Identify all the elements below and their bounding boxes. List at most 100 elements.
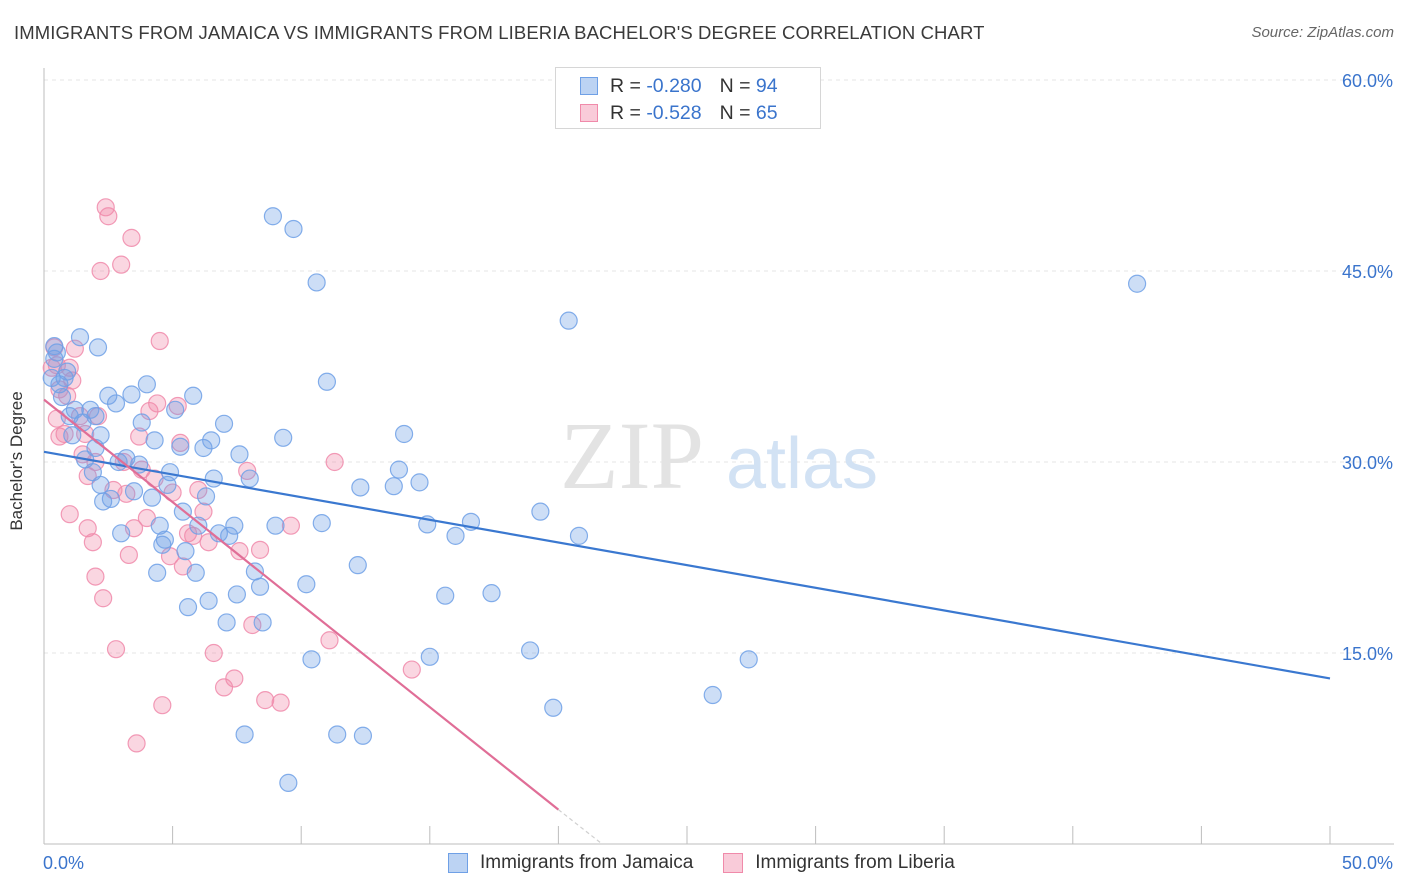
- jamaica-point: [99, 386, 118, 405]
- trendline-liberia: [43, 398, 560, 811]
- legend-row-jamaica: R = -0.280 N = 94: [580, 74, 778, 98]
- jamaica-point: [101, 489, 120, 509]
- liberia-point: [271, 693, 290, 712]
- watermark-zip: ZIP: [560, 402, 704, 509]
- jamaica-point: [410, 473, 429, 492]
- jamaica-point: [235, 725, 254, 744]
- legend-r-value-liberia: -0.528: [646, 101, 702, 124]
- liberia-point: [150, 331, 169, 351]
- jamaica-point: [186, 563, 205, 582]
- jamaica-point: [544, 698, 563, 717]
- liberia-point: [60, 505, 79, 524]
- liberia-point: [99, 207, 118, 226]
- jamaica-point: [166, 400, 185, 419]
- legend-swatch-jamaica: [580, 77, 598, 95]
- jamaica-point: [394, 424, 414, 444]
- jamaica-point: [230, 445, 249, 464]
- jamaica-point: [132, 413, 151, 432]
- liberia-point: [148, 394, 167, 413]
- liberia-point: [86, 567, 105, 586]
- jamaica-point: [521, 641, 540, 660]
- axes: [43, 68, 1394, 845]
- jamaica-point: [176, 542, 195, 561]
- y-axis-label: Bachelor's Degree: [7, 391, 26, 531]
- liberia-point: [153, 696, 172, 715]
- jamaica-point: [351, 478, 370, 497]
- legend-r-label: R =: [610, 74, 641, 97]
- legend-n-label: N =: [719, 74, 751, 97]
- liberia-point: [402, 660, 421, 679]
- trendline-jamaica: [43, 450, 1331, 680]
- jamaica-point: [703, 685, 722, 705]
- jamaica-point: [307, 273, 326, 292]
- jamaica-point: [250, 577, 270, 596]
- jamaica-point: [150, 516, 169, 535]
- jamaica-point: [279, 773, 298, 792]
- gridlines: [44, 79, 1394, 654]
- jamaica-point: [153, 535, 172, 554]
- jamaica-point: [328, 725, 347, 744]
- jamaica-point: [240, 469, 259, 488]
- legend-box: R = -0.280 N = 94 R = -0.528 N = 65: [555, 67, 821, 129]
- jamaica-point: [178, 598, 198, 617]
- bottom-legend-label-liberia: Immigrants from Liberia: [755, 852, 955, 873]
- jamaica-point: [214, 414, 234, 433]
- liberia-point: [325, 452, 344, 472]
- jamaica-point: [122, 385, 141, 404]
- legend-swatch-liberia: [580, 104, 598, 122]
- jamaica-point: [569, 526, 589, 545]
- jamaica-point: [739, 650, 758, 669]
- jamaica-point: [531, 502, 550, 521]
- jamaica-point: [420, 647, 439, 666]
- jamaica-point: [284, 219, 303, 239]
- bottom-legend-label-jamaica: Immigrants from Jamaica: [480, 852, 694, 873]
- liberia-point: [281, 516, 301, 535]
- bottom-legend-swatch-jamaica: [448, 853, 468, 873]
- liberia-point: [194, 502, 213, 521]
- liberia-point: [256, 691, 275, 710]
- jamaica-point: [148, 563, 167, 582]
- jamaica-point: [202, 431, 221, 450]
- liberia-point: [225, 669, 244, 688]
- liberia-point: [50, 427, 69, 446]
- jamaica-point: [436, 586, 455, 605]
- jamaica-point: [482, 584, 501, 603]
- jamaica-point: [142, 488, 162, 507]
- jamaica-point: [184, 386, 203, 405]
- jamaica-point: [155, 530, 174, 549]
- jamaica-point: [217, 613, 236, 632]
- liberia-point: [171, 433, 190, 452]
- trendlines: [43, 398, 1331, 845]
- jamaica-point: [1127, 274, 1147, 293]
- liberia-point: [94, 589, 113, 608]
- jamaica-point: [137, 375, 156, 394]
- jamaica-point: [194, 438, 213, 458]
- jamaica-point: [220, 526, 239, 545]
- jamaica-point: [58, 362, 77, 381]
- legend-n-value-jamaica: 94: [755, 74, 778, 97]
- legend-r-label: R =: [610, 101, 641, 124]
- liberia-point: [184, 526, 203, 545]
- liberia-point: [55, 424, 74, 444]
- jamaica-point: [106, 394, 126, 413]
- jamaica-point: [266, 516, 285, 535]
- x-tick-label-min: 0.0%: [43, 853, 85, 873]
- liberia-point: [122, 228, 141, 247]
- trendline-liberia-extension: [558, 809, 603, 845]
- liberia-point: [127, 734, 146, 753]
- bottom-legend-item-liberia: Immigrants from Liberia: [723, 852, 955, 874]
- legend-r-value-jamaica: -0.280: [646, 74, 702, 97]
- jamaica-point: [199, 591, 218, 610]
- jamaica-point: [196, 487, 216, 506]
- liberia-point: [78, 519, 97, 538]
- liberia-point: [204, 643, 223, 663]
- liberia-point: [91, 261, 110, 281]
- jamaica-point: [124, 482, 144, 501]
- jamaica-point: [88, 338, 108, 357]
- y-tick-labels: 15.0% 30.0% 45.0% 60.0%: [1342, 71, 1393, 664]
- legend-n-value-liberia: 65: [755, 101, 778, 124]
- liberia-point: [83, 533, 102, 552]
- jamaica-point: [312, 514, 331, 533]
- watermark: ZIP atlas: [560, 402, 878, 509]
